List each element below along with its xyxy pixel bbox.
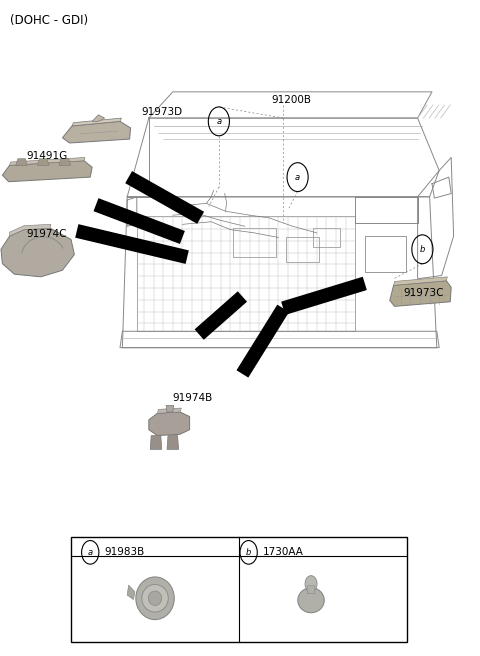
Text: 91200B: 91200B	[271, 95, 311, 105]
Polygon shape	[92, 115, 105, 121]
Bar	[71, 537, 407, 642]
Polygon shape	[2, 161, 92, 182]
Polygon shape	[167, 436, 179, 449]
Ellipse shape	[136, 577, 174, 619]
Text: a: a	[88, 548, 93, 557]
Polygon shape	[166, 405, 174, 412]
Text: b: b	[246, 548, 252, 557]
Polygon shape	[10, 224, 51, 236]
Polygon shape	[150, 436, 162, 449]
Bar	[286, 237, 319, 262]
Bar	[313, 228, 340, 247]
Text: a: a	[295, 173, 300, 182]
Bar	[365, 236, 406, 272]
Ellipse shape	[142, 584, 168, 612]
Ellipse shape	[148, 591, 162, 605]
Polygon shape	[37, 159, 49, 165]
Polygon shape	[59, 159, 71, 165]
Polygon shape	[127, 585, 135, 600]
Text: b: b	[420, 245, 425, 254]
Text: 91974C: 91974C	[26, 230, 67, 239]
Text: 91491G: 91491G	[26, 151, 68, 161]
Polygon shape	[149, 412, 190, 436]
Bar	[233, 228, 276, 257]
Text: 91983B: 91983B	[105, 547, 145, 558]
Polygon shape	[10, 157, 85, 165]
Text: (DOHC - GDI): (DOHC - GDI)	[10, 14, 88, 28]
Text: 91974B: 91974B	[173, 394, 213, 403]
Ellipse shape	[305, 576, 317, 592]
Text: 1730AA: 1730AA	[263, 547, 304, 558]
Polygon shape	[62, 121, 131, 143]
Bar	[137, 216, 355, 331]
Polygon shape	[394, 277, 447, 285]
Text: 91973C: 91973C	[403, 289, 444, 298]
Polygon shape	[307, 586, 315, 594]
Text: a: a	[216, 117, 221, 126]
Polygon shape	[157, 408, 181, 413]
Polygon shape	[1, 228, 74, 277]
Polygon shape	[72, 118, 121, 126]
Text: 91973D: 91973D	[142, 107, 183, 117]
Ellipse shape	[298, 588, 324, 613]
Polygon shape	[390, 281, 451, 306]
Polygon shape	[16, 159, 27, 165]
